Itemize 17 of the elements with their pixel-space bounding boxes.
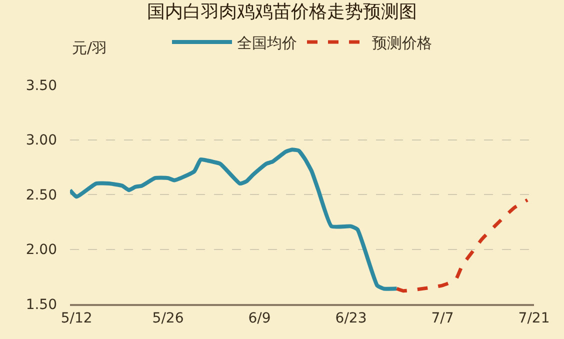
y-tick-label: 3.00 — [26, 132, 57, 149]
line-series — [395, 198, 530, 293]
x-tick-label: 7/7 — [431, 310, 454, 327]
y-tick-label: 1.50 — [26, 296, 57, 313]
legend-label: 预测价格 — [372, 34, 432, 52]
chart-title: 国内白羽肉鸡鸡苗价格走势预测图 — [147, 2, 417, 23]
x-tick-label: 6/9 — [248, 310, 271, 327]
x-tick-label: 7/21 — [518, 310, 550, 327]
x-tick-label: 6/23 — [335, 310, 367, 327]
x-tick-label: 5/26 — [152, 310, 184, 327]
y-tick-label: 2.00 — [26, 242, 57, 258]
line-series — [70, 148, 399, 291]
y-tick-label: 3.50 — [26, 78, 57, 94]
legend-label: 全国均价 — [237, 34, 297, 52]
y-axis-title: 元/羽 — [72, 39, 108, 57]
y-tick-label: 2.50 — [26, 187, 57, 204]
x-tick-label: 5/12 — [60, 310, 92, 327]
